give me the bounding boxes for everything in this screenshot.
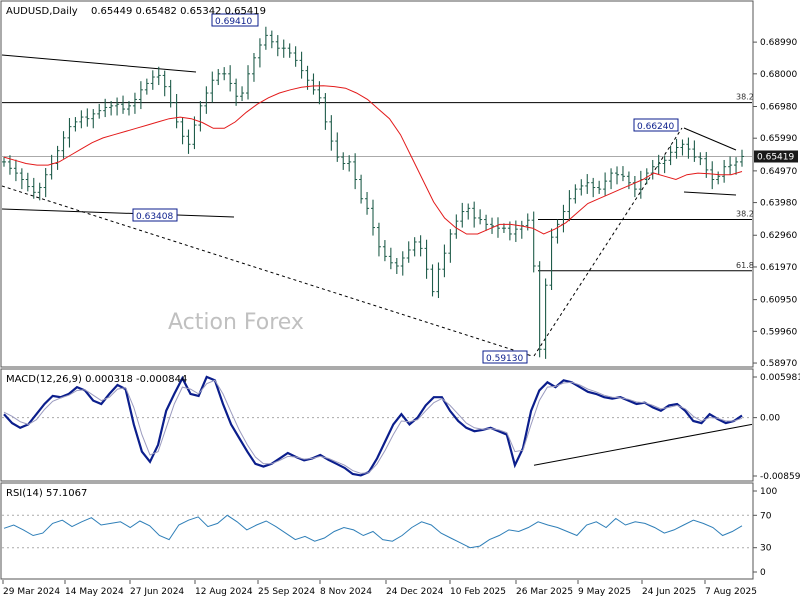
x-tick-label: 25 Sep 2024 (258, 587, 315, 597)
rsi-y-tick-label: 70 (760, 511, 772, 521)
price-y-tick-label: 0.68000 (760, 70, 797, 80)
axes: 0.68990 0.68000 0.66980 0.65990 0.64970 0.639… (2, 38, 800, 597)
price-y-tick-label: 0.68990 (760, 38, 797, 48)
price-y-tick-label: 0.59960 (760, 327, 797, 337)
upper-trendline (1, 54, 197, 73)
price-callout-box (633, 118, 679, 132)
price-callout-label: 0.69410 (215, 17, 252, 27)
macd-panel-frame (0, 368, 754, 482)
macd-signal-line (3, 379, 743, 474)
price-panel-frame (0, 0, 754, 368)
price-y-tick-label: 0.60950 (760, 296, 797, 306)
x-tick-label: 12 Aug 2024 (195, 587, 253, 597)
price-plot: 38.2 38.2 61.8 0.69410 0.63408 0.59130 0.66240 (1, 13, 754, 364)
macd-title: MACD(12,26,9) 0.000318 -0.000844 (6, 374, 187, 385)
price-callout-label: 0.59130 (486, 354, 523, 364)
last-price-box (754, 150, 798, 163)
price-y-tick-label: 0.63980 (760, 199, 797, 209)
macd-y-tick-label: 0.00 (760, 414, 780, 424)
x-tick-label: 9 May 2025 (578, 587, 631, 597)
dotted-trendline (1, 185, 533, 357)
rsi-title: RSI(14) 57.1067 (6, 488, 87, 499)
price-y-tick-label: 0.62960 (760, 231, 797, 241)
price-y-tick-label: 0.58970 (760, 359, 797, 369)
moving-average-line (3, 85, 743, 235)
macd-y-tick-label: -0.00859 (760, 472, 800, 482)
price-callout-box (482, 350, 528, 364)
fib-level-label: 61.8 (736, 261, 754, 270)
wedge-upper-line (683, 127, 737, 151)
x-tick-label: 27 Jun 2024 (130, 587, 184, 597)
lower-trendline (1, 208, 235, 218)
price-callout-label: 0.63408 (136, 212, 173, 222)
macd-plot (2, 375, 753, 477)
fib-level-label: 38.2 (736, 93, 754, 102)
macd-y-tick-label: 0.005981 (760, 373, 800, 383)
x-tick-label: 26 Mar 2025 (516, 587, 573, 597)
price-y-tick-label: 0.61970 (760, 263, 797, 273)
wedge-lower-line (683, 191, 737, 196)
price-y-tick-label: 0.65990 (760, 134, 797, 144)
x-tick-label: 8 Nov 2024 (320, 587, 372, 597)
x-tick-label: 7 Aug 2025 (705, 587, 757, 597)
ohlc-readout: 0.65449 0.65482 0.65342 0.65419 (91, 6, 266, 17)
watermark: Action Forex (168, 310, 304, 335)
rsi-y-tick-label: 0 (760, 568, 766, 578)
price-callout-box (211, 13, 259, 27)
macd-trendline (533, 423, 753, 466)
price-callout-label: 0.66240 (637, 122, 674, 132)
x-tick-label: 14 May 2024 (65, 587, 124, 597)
price-y-tick-label: 0.64970 (760, 167, 797, 177)
fib-level-label: 38.2 (736, 210, 754, 219)
rsi-y-tick-label: 30 (760, 544, 772, 554)
x-tick-label: 24 Dec 2024 (386, 587, 444, 597)
x-tick-label: 29 Mar 2024 (3, 587, 60, 597)
rsi-y-tick-label: 100 (760, 487, 777, 497)
last-price-label: 0.65419 (757, 152, 794, 162)
x-tick-label: 10 Feb 2025 (450, 587, 506, 597)
price-y-tick-label: 0.66980 (760, 102, 797, 112)
rsi-panel-frame (0, 482, 754, 580)
x-tick-label: 24 Jun 2025 (642, 587, 696, 597)
symbol-label: AUDUSD,Daily (6, 6, 78, 17)
rsi-plot (2, 514, 752, 549)
rsi-line (3, 514, 743, 549)
price-callout-box (132, 208, 178, 222)
